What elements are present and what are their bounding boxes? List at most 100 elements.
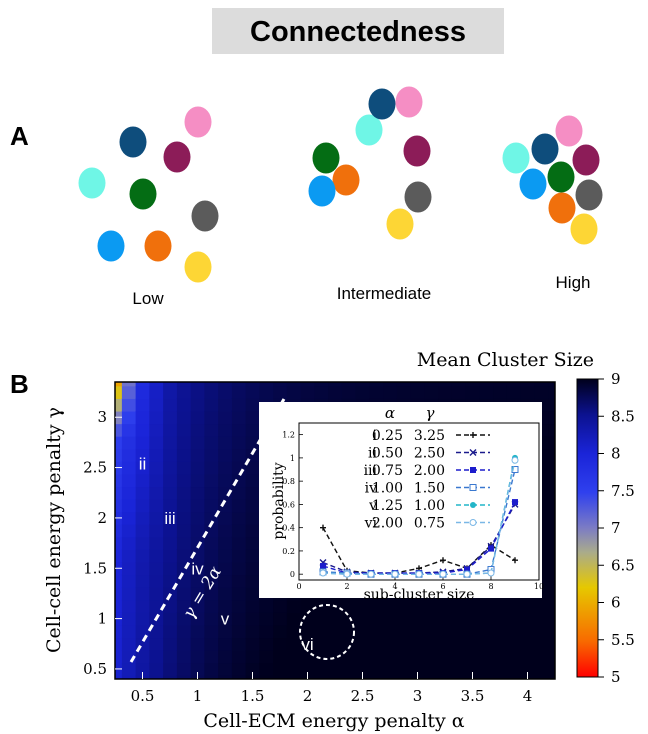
heatmap-cell <box>506 675 522 679</box>
heatmap-cell <box>135 410 150 425</box>
heatmap-cell <box>383 599 398 613</box>
heatmap-cell <box>465 385 480 399</box>
heatmap-cell <box>286 612 302 626</box>
heatmap-cell <box>176 599 192 613</box>
heatmap-cell <box>149 511 164 525</box>
heatmap-cell <box>534 385 549 399</box>
heatmap-cell <box>121 675 137 679</box>
heatmap-cell <box>218 612 233 626</box>
heatmap-cell <box>149 461 164 475</box>
heatmap-cell <box>341 612 357 626</box>
heatmap-cell <box>121 574 137 588</box>
heatmap-cell <box>190 536 205 550</box>
heatmap-cell <box>396 612 412 626</box>
heatmap-cell <box>176 473 192 488</box>
heatmap-cell <box>115 499 123 513</box>
heatmap-cell <box>163 398 178 412</box>
heatmap-cell <box>548 587 555 601</box>
colorbar-tick-label: 7.5 <box>611 482 635 500</box>
heatmap-cell <box>121 662 137 676</box>
heatmap-cell <box>396 637 412 651</box>
heatmap-cell <box>231 436 247 450</box>
heatmap-cell <box>176 398 192 412</box>
heatmap-cell <box>259 637 274 651</box>
title-box <box>212 8 504 54</box>
heatmap-cell <box>149 675 164 679</box>
inset-y-tick-label: 0.4 <box>282 524 295 533</box>
heatmap-cell <box>163 624 178 639</box>
inset-y-tick-label: 0 <box>290 570 295 579</box>
heatmap-cell <box>410 624 425 639</box>
heatmap-cell <box>548 448 555 462</box>
heatmap-cell <box>383 612 398 626</box>
legend-gamma-ii: 2.50 <box>414 446 445 462</box>
heatmap-cell <box>438 599 453 613</box>
inset-series <box>319 454 519 578</box>
heatmap-cell <box>163 511 178 525</box>
legend-name-iii: iii <box>364 463 378 479</box>
heatmap-cell <box>121 423 137 437</box>
heatmap-cell <box>163 536 178 550</box>
heatmap-cell <box>218 624 233 639</box>
heatmap-cell <box>451 612 467 626</box>
y-tick-label: 3 <box>97 408 107 426</box>
heatmap-cell <box>548 524 555 538</box>
heatmap-cell <box>328 637 343 651</box>
heatmap-cell <box>548 650 555 664</box>
heatmap-cell <box>135 448 150 462</box>
heatmap-cell <box>135 574 150 588</box>
heatmap-cell <box>383 662 398 676</box>
heatmap-cell <box>438 624 453 639</box>
heatmap-cell <box>520 382 535 387</box>
heatmap-cell <box>149 410 164 425</box>
inset-y-tick-label: 0.8 <box>282 477 295 486</box>
heatmap-cell <box>259 385 274 399</box>
heatmap-cell <box>479 624 494 639</box>
heatmap-cell <box>245 574 260 588</box>
heatmap-cell <box>451 385 467 399</box>
heatmap-cell <box>231 587 247 601</box>
heatmap-cell <box>218 461 233 475</box>
heatmap-cell <box>135 524 150 538</box>
heatmap-cell <box>121 382 137 387</box>
heatmap-cell <box>231 675 247 679</box>
heatmap-ylabel: Cell-cell energy penalty γ <box>43 407 65 653</box>
heatmap-cell <box>300 382 315 387</box>
heatmap-cell <box>204 448 219 462</box>
heatmap-cell <box>548 486 555 500</box>
heatmap-cell <box>218 382 233 387</box>
region-label-iv: iv <box>191 559 204 578</box>
heatmap-cell <box>190 524 205 538</box>
heatmap-cell <box>341 382 357 387</box>
cell-int-orange <box>332 164 360 196</box>
heatmap-cell <box>190 499 205 513</box>
legend-marker-iii <box>470 467 476 473</box>
heatmap-cell <box>190 511 205 525</box>
legend-name-i: i <box>373 428 378 444</box>
heatmap-cell <box>245 410 260 425</box>
heatmap-cell <box>204 473 219 488</box>
heatmap-cell <box>548 662 555 676</box>
heatmap-cell <box>218 473 233 488</box>
heatmap-cell <box>149 561 164 576</box>
heatmap-cell <box>231 536 247 550</box>
region-label-v: v <box>221 610 230 629</box>
heatmap-cell <box>135 382 150 387</box>
heatmap-cell <box>176 675 192 679</box>
heatmap-cell <box>369 662 384 676</box>
heatmap-cell <box>190 599 205 613</box>
heatmap-cell <box>245 448 260 462</box>
region-label-iii: iii <box>164 509 175 528</box>
heatmap-cell <box>245 461 260 475</box>
heatmap-cell <box>520 624 535 639</box>
heatmap-cell <box>259 382 274 387</box>
heatmap-cell <box>259 650 274 664</box>
heatmap-cell <box>286 675 302 679</box>
heatmap-cell <box>520 385 535 399</box>
heatmap-cell <box>424 624 439 639</box>
x-tick-label: 3 <box>413 687 423 705</box>
heatmap-cell <box>204 675 219 679</box>
cell-high-blue <box>519 168 547 200</box>
heatmap-cell <box>548 574 555 588</box>
